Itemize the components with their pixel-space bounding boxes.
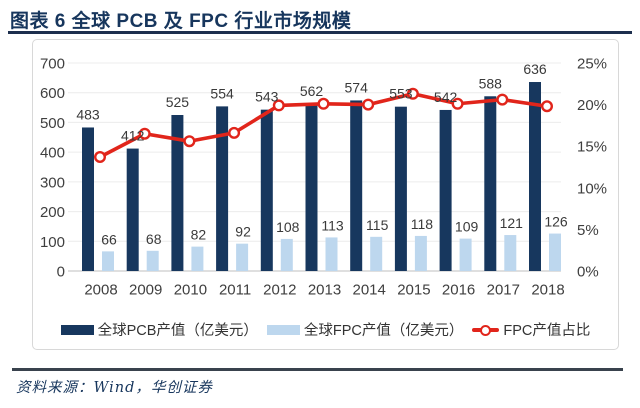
x-axis-year-label: 2017 [487,282,520,299]
fpc-bar [414,235,427,271]
line-marker [362,98,375,111]
pcb-value-label: 542 [434,89,458,105]
line-marker [317,97,330,110]
pcb-bar [484,96,497,271]
pcb-value-label: 554 [210,85,234,101]
left-axis-tick: 0 [57,264,65,281]
right-axis-tick: 5% [577,222,599,239]
fpc-value-label: 121 [500,215,524,231]
legend-label-ratio: FPC产值占比 [503,323,591,339]
pcb-bar [394,106,407,272]
fpc-bar [504,235,517,271]
fpc-value-label: 66 [101,231,117,247]
line-swatch-marker [480,324,492,336]
pcb-bar [529,82,541,271]
title-divider [8,31,632,34]
x-axis-year-label: 2011 [219,282,251,299]
line-marker [451,97,464,110]
fpc-bar [370,236,383,271]
pcb-bar [82,127,94,271]
source-note: 资料来源：Wind，华创证券 [16,380,213,396]
fpc-value-label: 108 [276,219,300,235]
fpc-ratio-line-swatch [472,324,500,336]
pcb-value-label: 543 [255,89,279,105]
fpc-value-label: 113 [321,217,344,233]
x-axis-year-label: 2012 [263,282,296,299]
pcb-value-label: 412 [121,128,145,144]
x-axis-year-label: 2009 [129,282,162,299]
x-axis-year-label: 2014 [353,282,386,299]
pcb-value-label: 562 [300,83,324,99]
pcb-series-swatch [60,324,94,335]
pcb-bar [439,109,452,271]
fpc-bar [102,251,114,271]
x-axis-year-label: 2016 [442,282,475,299]
pcb-value-label: 636 [523,61,547,77]
fpc-bar [236,243,249,271]
line-marker [228,126,241,139]
pcb-bar [126,148,139,271]
legend-label-fpc: 全球FPC产值（亿美元） [303,323,464,339]
pcb-bar [171,115,184,271]
x-axis-year-label: 2018 [531,282,564,299]
fpc-bar [191,246,204,271]
right-axis-tick: 10% [577,180,607,197]
legend-item-fpc: 全球FPC产值（亿美元） [266,319,464,340]
fpc-bar [549,233,561,271]
line-marker [541,100,554,113]
line-marker [496,93,509,106]
pcb-bar [216,106,229,271]
pcb-value-label: 588 [479,75,503,91]
chart-legend: 全球PCB产值（亿美元） 全球FPC产值（亿美元） FPC产值占比 [33,319,618,340]
figure-title: 图表 6 全球 PCB 及 FPC 行业市场规模 [10,11,352,32]
pcb-value-label: 483 [76,106,100,122]
pcb-value-label: 553 [389,86,413,102]
line-marker [138,127,151,140]
left-axis-tick: 100 [40,234,65,251]
pcb-bar [350,100,363,271]
fpc-value-label: 109 [455,219,479,235]
pcb-bar [260,109,273,271]
left-axis-tick: 200 [40,204,65,221]
x-axis-year-label: 2010 [174,282,207,299]
fpc-value-label: 118 [411,216,434,232]
fpc-bar [325,237,338,271]
line-marker [272,99,285,112]
x-axis-year-label: 2008 [84,282,117,299]
combo-chart: 0 100 200 300 400 500 600 700 0% 5% 10% 15% 20% 25% 48… [40,56,607,299]
right-axis-tick: 20% [577,97,607,114]
fpc-series-swatch [266,324,300,335]
pcb-bar [305,104,318,272]
legend-item-ratio: FPC产值占比 [472,319,590,340]
fpc-value-label: 126 [544,214,568,230]
x-axis-year-label: 2015 [397,282,430,299]
fpc-value-label: 82 [191,227,207,243]
right-axis-tick: 25% [577,56,607,73]
fpc-bar [146,250,159,271]
line-marker [406,87,419,100]
line-marker [94,151,107,164]
legend-item-pcb: 全球PCB产值（亿美元） [60,319,258,340]
left-axis-tick: 400 [40,145,65,162]
fpc-bar [459,238,472,271]
legend-label-pcb: 全球PCB产值（亿美元） [97,323,258,339]
pcb-value-label: 525 [166,94,190,110]
left-axis-tick: 700 [40,56,65,73]
left-axis-tick: 500 [40,115,65,132]
fpc-value-label: 68 [146,231,162,247]
fpc-value-label: 115 [366,217,389,233]
fpc-value-label: 92 [235,224,251,240]
left-axis-tick: 600 [40,85,65,102]
right-axis-tick: 0% [577,264,599,281]
left-axis-tick: 300 [40,174,65,191]
right-axis-tick: 15% [577,139,607,156]
footer-divider [12,368,623,371]
pcb-value-label: 574 [345,79,369,95]
chart-panel: 0 100 200 300 400 500 600 700 0% 5% 10% 15% 20% 25% 48… [32,39,619,350]
line-marker [183,135,196,148]
fpc-bar [280,238,293,271]
x-axis-year-label: 2013 [308,282,341,299]
